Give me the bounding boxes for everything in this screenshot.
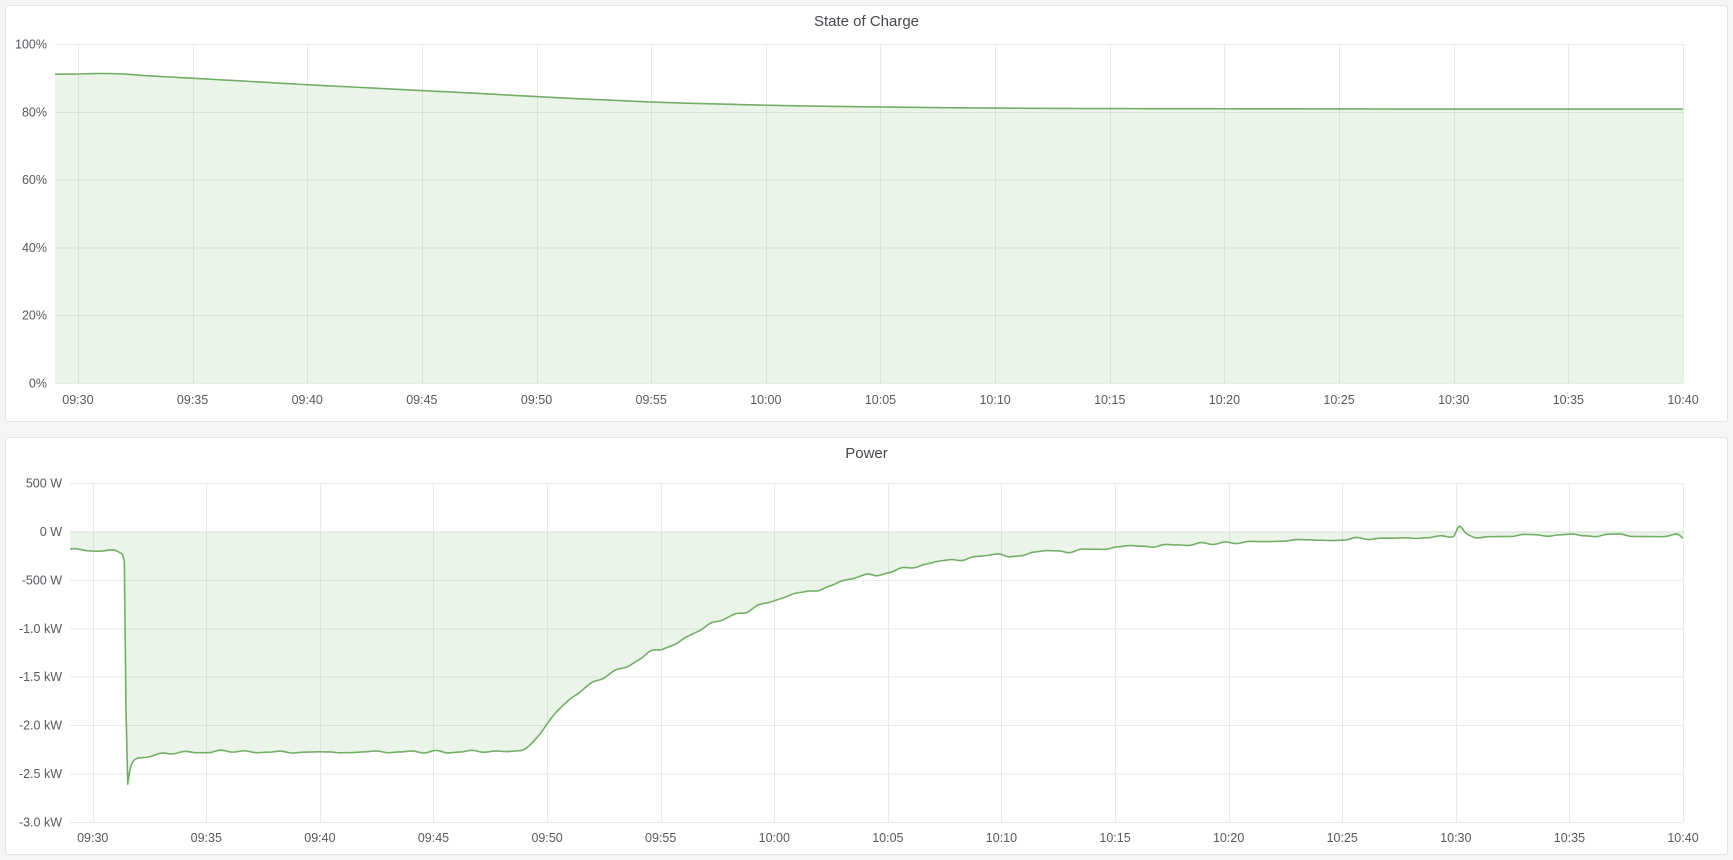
x-tick-label: 10:20 bbox=[1209, 393, 1240, 407]
x-tick-label: 10:35 bbox=[1554, 831, 1585, 845]
x-tick-label: 09:55 bbox=[636, 393, 667, 407]
y-tick-label: -1.0 kW bbox=[19, 622, 62, 636]
y-tick-label: 0 W bbox=[40, 525, 62, 539]
x-tick-label: 10:15 bbox=[1094, 393, 1125, 407]
x-tick-label: 09:40 bbox=[292, 393, 323, 407]
x-tick-label: 10:40 bbox=[1667, 393, 1698, 407]
power-panel-title[interactable]: Power bbox=[845, 445, 888, 462]
x-tick-label: 10:00 bbox=[750, 393, 781, 407]
x-tick-label: 09:40 bbox=[304, 831, 335, 845]
y-tick-label: 100% bbox=[15, 38, 47, 52]
x-tick-label: 10:20 bbox=[1213, 831, 1244, 845]
power-panel: Power 500 W 0 W -500 W -1.0 kW -1.5 kW -2.0 k… bbox=[5, 437, 1728, 855]
y-tick-label: -2.5 kW bbox=[19, 767, 62, 781]
soc-chart-area: 100% 80% 60% 40% 20% 0% 09:30 09:35 09:40 09:45 09… bbox=[6, 6, 1727, 421]
x-tick-label: 10:10 bbox=[979, 393, 1010, 407]
y-tick-label: 0% bbox=[29, 377, 47, 391]
y-tick-label: 60% bbox=[22, 173, 47, 187]
x-tick-label: 10:10 bbox=[986, 831, 1017, 845]
x-tick-label: 10:00 bbox=[759, 831, 790, 845]
grid-lines bbox=[55, 44, 1684, 384]
y-tick-label: 20% bbox=[22, 309, 47, 323]
y-tick-label: 40% bbox=[22, 241, 47, 255]
soc-panel: State of Charge 100% 80% 60% 40% 20% 0% 09:30 0… bbox=[5, 5, 1728, 422]
x-tick-label: 10:15 bbox=[1099, 831, 1130, 845]
soc-panel-title[interactable]: State of Charge bbox=[813, 13, 920, 30]
x-tick-label: 09:50 bbox=[521, 393, 552, 407]
y-tick-label: -2.0 kW bbox=[19, 719, 62, 733]
x-tick-label: 10:25 bbox=[1323, 393, 1354, 407]
power-chart-area: 500 W 0 W -500 W -1.0 kW -1.5 kW -2.0 kW -2.5 … bbox=[6, 438, 1727, 854]
x-tick-label: 09:30 bbox=[77, 831, 108, 845]
grid-lines bbox=[70, 483, 1684, 823]
x-tick-label: 09:35 bbox=[191, 831, 222, 845]
x-tick-label: 09:55 bbox=[645, 831, 676, 845]
x-tick-label: 10:40 bbox=[1667, 831, 1698, 845]
soc-chart-svg[interactable]: 100% 80% 60% 40% 20% 0% 09:30 09:35 09:40 09:45 09… bbox=[6, 6, 1727, 421]
x-tick-label: 10:35 bbox=[1553, 393, 1584, 407]
series-area-fill bbox=[55, 73, 1683, 384]
x-tick-label: 10:25 bbox=[1327, 831, 1358, 845]
series-line bbox=[55, 72, 1683, 110]
y-tick-label: 80% bbox=[22, 105, 47, 119]
x-tick-label: 10:05 bbox=[872, 831, 903, 845]
x-tick-label: 09:50 bbox=[531, 831, 562, 845]
y-tick-label: -3.0 kW bbox=[19, 816, 62, 830]
y-tick-label: -1.5 kW bbox=[19, 670, 62, 684]
x-tick-label: 09:30 bbox=[62, 393, 93, 407]
x-tick-label: 09:45 bbox=[418, 831, 449, 845]
x-tick-label: 09:35 bbox=[177, 393, 208, 407]
axis-labels: 100% 80% 60% 40% 20% 0% 09:30 09:35 09:40 09:45 09… bbox=[15, 38, 1699, 408]
x-tick-label: 10:30 bbox=[1440, 831, 1471, 845]
power-chart-svg[interactable]: 500 W 0 W -500 W -1.0 kW -1.5 kW -2.0 kW -2.5 … bbox=[6, 438, 1727, 854]
x-tick-label: 10:05 bbox=[865, 393, 896, 407]
x-tick-label: 09:45 bbox=[406, 393, 437, 407]
series-line bbox=[70, 525, 1683, 786]
y-tick-label: 500 W bbox=[26, 477, 62, 491]
axis-labels: 500 W 0 W -500 W -1.0 kW -1.5 kW -2.0 kW -2.5 … bbox=[19, 477, 1699, 846]
y-tick-label: -500 W bbox=[22, 573, 62, 587]
series-area-fill bbox=[70, 526, 1683, 785]
x-tick-label: 10:30 bbox=[1438, 393, 1469, 407]
